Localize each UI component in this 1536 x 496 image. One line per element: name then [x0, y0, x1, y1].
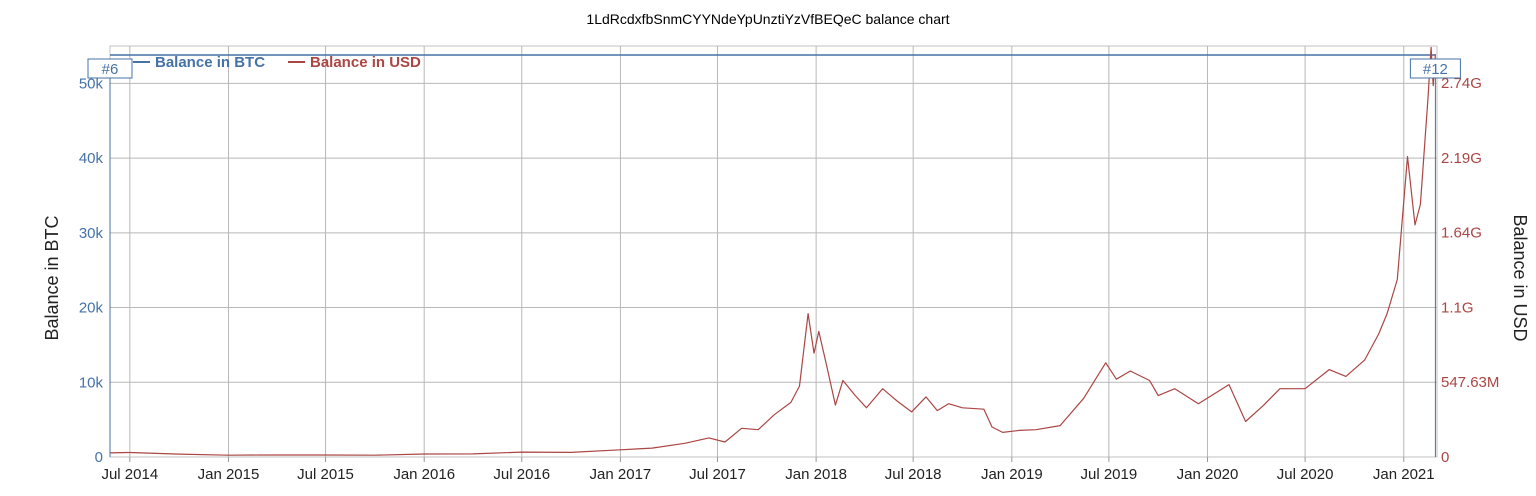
x-tick-label: Jul 2017	[689, 466, 746, 483]
chart-title: 1LdRcdxfbSnmCYYNdeYpUnztiYzVfBEQeC balan…	[586, 11, 949, 27]
legend-btc-label[interactable]: Balance in BTC	[155, 54, 265, 71]
marker-flag[interactable]	[1409, 58, 1461, 79]
legend[interactable]: Balance in BTC Balance in USD	[133, 54, 421, 71]
y2-tick-label: 0	[1441, 449, 1449, 466]
plot-frame	[109, 45, 1438, 458]
y-tick-label: 10k	[79, 374, 104, 391]
legend-usd-label[interactable]: Balance in USD	[310, 54, 421, 71]
y-tick-label: 40k	[79, 150, 104, 167]
x-tick-label: Jul 2020	[1277, 466, 1334, 483]
x-tick-label: Jul 2019	[1081, 466, 1138, 483]
y2-tick-label: 1.1G	[1441, 299, 1474, 316]
x-tick-label: Jul 2018	[885, 466, 942, 483]
y2-tick-label: 2.74G	[1441, 75, 1482, 92]
grid	[109, 45, 1438, 458]
y2-tick-label: 547.63M	[1441, 374, 1499, 391]
x-tick-label: Jan 2019	[981, 466, 1043, 483]
y2-tick-label: 2.19G	[1441, 150, 1482, 167]
y-axis-title: Balance in BTC	[42, 215, 62, 340]
y2-tick-label: 1.64G	[1441, 225, 1482, 242]
y2-axis-title: Balance in USD	[1510, 214, 1530, 341]
y-tick-label: 50k	[79, 75, 104, 92]
axes: Jul 2014 Jan 2015 Jul 2015 Jan 2016 Jul 2016…	[79, 75, 1500, 483]
series	[109, 46, 1436, 456]
x-tick-label: Jan 2021	[1373, 466, 1435, 483]
x-tick-label: Jan 2020	[1177, 466, 1239, 483]
y-tick-label: 30k	[79, 225, 104, 242]
x-tick-label: Jan 2017	[590, 466, 652, 483]
x-tick-label: Jul 2015	[297, 466, 354, 483]
x-tick-label: Jan 2015	[198, 466, 260, 483]
x-tick-label: Jan 2018	[785, 466, 847, 483]
marker-label: #12	[1423, 61, 1448, 78]
x-tick-label: Jul 2016	[493, 466, 550, 483]
y-tick-label: 20k	[79, 300, 104, 317]
x-tick-label: Jul 2014	[101, 466, 158, 483]
marker-flag[interactable]	[87, 58, 133, 79]
markers: #6 #12	[87, 58, 1461, 457]
marker-label: #6	[102, 61, 119, 78]
usd-balance-line[interactable]	[109, 46, 1436, 456]
x-tick-label: Jan 2016	[393, 466, 455, 483]
y-tick-label: 0	[95, 449, 103, 466]
